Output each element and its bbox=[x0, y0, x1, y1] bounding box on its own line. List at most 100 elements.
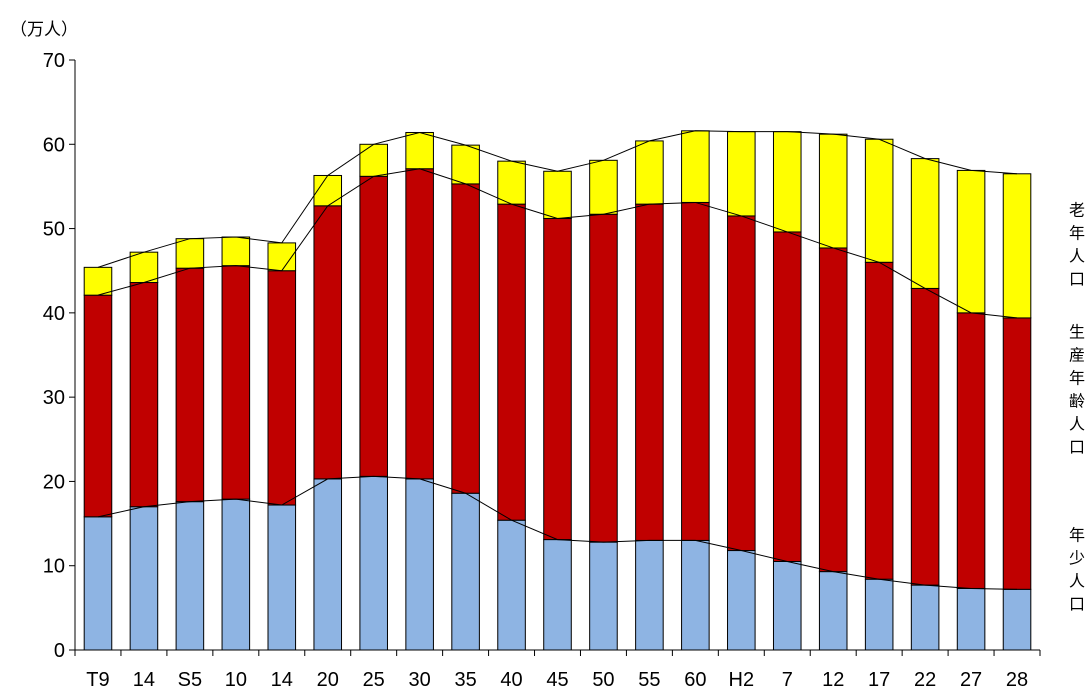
y-tick-label-70: 70 bbox=[43, 50, 65, 72]
x-tick-label-18: 22 bbox=[914, 669, 936, 691]
bar-segment-0-8 bbox=[451, 492, 480, 651]
bar-segment-1-13 bbox=[681, 201, 710, 541]
y-tick-label-10: 10 bbox=[43, 556, 65, 578]
bar-segment-1-20 bbox=[1002, 317, 1032, 590]
bar-segment-2-7 bbox=[405, 131, 434, 170]
x-tick-label-8: 35 bbox=[454, 669, 476, 691]
bar-segment-2-20 bbox=[1002, 173, 1032, 319]
bar-segment-0-10 bbox=[543, 539, 572, 651]
legend-label-2: 老年人口 bbox=[1069, 201, 1085, 289]
bar-segment-0-16 bbox=[818, 571, 848, 651]
legend-label-1: 生産年齢人口 bbox=[1069, 323, 1085, 457]
bar-segment-0-7 bbox=[405, 478, 434, 651]
y-tick-label-40: 40 bbox=[43, 303, 65, 325]
bar-segment-1-7 bbox=[405, 168, 434, 480]
bar-segment-1-8 bbox=[451, 183, 480, 494]
bar-segment-1-14 bbox=[727, 215, 756, 552]
bar-segment-0-13 bbox=[681, 539, 710, 651]
bar-segment-0-6 bbox=[359, 475, 388, 651]
x-tick-label-5: 20 bbox=[317, 669, 339, 691]
bar-segment-2-18 bbox=[910, 158, 940, 289]
x-tick-label-0: T9 bbox=[86, 669, 109, 691]
y-unit-label: （万人） bbox=[10, 20, 78, 40]
x-tick-label-12: 55 bbox=[638, 669, 660, 691]
bar-segment-1-18 bbox=[910, 287, 940, 586]
bar-segment-1-5 bbox=[313, 205, 343, 480]
bar-segment-2-17 bbox=[864, 138, 894, 263]
bar-segment-2-8 bbox=[451, 144, 480, 185]
bar-segment-1-17 bbox=[864, 261, 894, 580]
connector-lines bbox=[97, 130, 1018, 590]
bar-segment-1-6 bbox=[359, 175, 388, 477]
y-tick-label-60: 60 bbox=[43, 134, 65, 156]
bar-segment-0-0 bbox=[83, 516, 113, 651]
bar-segment-1-15 bbox=[772, 231, 802, 562]
legend-label-0: 年少人口 bbox=[1069, 526, 1085, 614]
bar-segment-0-20 bbox=[1002, 588, 1032, 651]
bar-segment-0-2 bbox=[175, 501, 205, 651]
bar-segment-1-10 bbox=[543, 217, 572, 541]
x-tick-label-11: 50 bbox=[592, 669, 614, 691]
bar-segment-2-1 bbox=[129, 251, 159, 284]
bar-segment-0-3 bbox=[221, 498, 251, 651]
x-tick-label-14: H2 bbox=[729, 669, 755, 691]
bar-segment-2-2 bbox=[175, 238, 205, 269]
bar-segment-0-9 bbox=[497, 519, 526, 651]
y-tick-label-0: 0 bbox=[54, 640, 65, 662]
bar-segment-2-13 bbox=[681, 130, 710, 203]
bar-segment-2-19 bbox=[956, 169, 986, 314]
bar-segment-0-12 bbox=[635, 539, 664, 651]
bar-segment-1-3 bbox=[221, 265, 251, 500]
bar-segment-0-19 bbox=[956, 587, 986, 651]
bar-segment-2-5 bbox=[313, 174, 343, 207]
bar-segment-1-2 bbox=[175, 267, 205, 503]
bar-segment-0-1 bbox=[129, 506, 159, 651]
bar-segment-0-17 bbox=[864, 578, 894, 651]
x-tick-label-10: 45 bbox=[546, 669, 568, 691]
x-tick-label-2: S5 bbox=[178, 669, 202, 691]
series-line-1 bbox=[97, 168, 1018, 319]
x-tick-label-1: 14 bbox=[133, 669, 155, 691]
x-tick-label-6: 25 bbox=[363, 669, 385, 691]
x-tick-label-17: 17 bbox=[868, 669, 890, 691]
bar-segment-2-15 bbox=[772, 131, 802, 233]
y-tick-label-30: 30 bbox=[43, 387, 65, 409]
bar-segment-2-12 bbox=[635, 140, 664, 205]
x-tick-label-20: 28 bbox=[1006, 669, 1028, 691]
axes bbox=[69, 59, 1041, 656]
bar-segment-1-19 bbox=[956, 312, 986, 589]
bar-segment-0-18 bbox=[910, 584, 940, 651]
bar-segment-2-9 bbox=[497, 160, 526, 205]
y-tick-label-20: 20 bbox=[43, 471, 65, 493]
x-tick-labels: T9 14 S5 10 14 20 25 30 35 40 45 50 55 60 H2 7 12 17 22 27 2… bbox=[86, 669, 1028, 691]
bar-segment-0-4 bbox=[267, 504, 297, 651]
bar-segment-1-0 bbox=[83, 294, 113, 518]
bar-segment-0-14 bbox=[727, 550, 756, 651]
x-tick-label-7: 30 bbox=[409, 669, 431, 691]
bar-segment-1-11 bbox=[589, 213, 618, 543]
x-tick-label-16: 12 bbox=[822, 669, 844, 691]
bar-segment-2-11 bbox=[589, 159, 618, 215]
legend: 年少人口 生産年齢人口 老年人口 bbox=[1069, 201, 1085, 614]
y-tick-labels: 0 10 20 30 40 50 60 70 bbox=[43, 50, 65, 662]
x-tick-label-3: 10 bbox=[225, 669, 247, 691]
bar-segment-2-6 bbox=[359, 143, 388, 177]
bar-segment-1-12 bbox=[635, 203, 664, 541]
bar-segment-2-14 bbox=[727, 131, 756, 217]
bar-group bbox=[83, 130, 1032, 651]
x-tick-label-13: 60 bbox=[684, 669, 706, 691]
bar-segment-2-4 bbox=[267, 242, 297, 272]
bar-segment-2-16 bbox=[818, 133, 848, 249]
bar-segment-1-16 bbox=[818, 247, 848, 573]
bar-segment-1-1 bbox=[129, 282, 159, 508]
x-tick-label-9: 40 bbox=[500, 669, 522, 691]
series-line-2 bbox=[97, 130, 1018, 268]
bar-segment-0-11 bbox=[589, 541, 618, 651]
x-tick-label-19: 27 bbox=[960, 669, 982, 691]
bar-segment-0-5 bbox=[313, 478, 343, 651]
bar-segment-2-10 bbox=[543, 170, 572, 219]
series-line-0 bbox=[97, 475, 1018, 590]
bar-segment-0-15 bbox=[772, 561, 802, 651]
y-tick-label-50: 50 bbox=[43, 219, 65, 241]
